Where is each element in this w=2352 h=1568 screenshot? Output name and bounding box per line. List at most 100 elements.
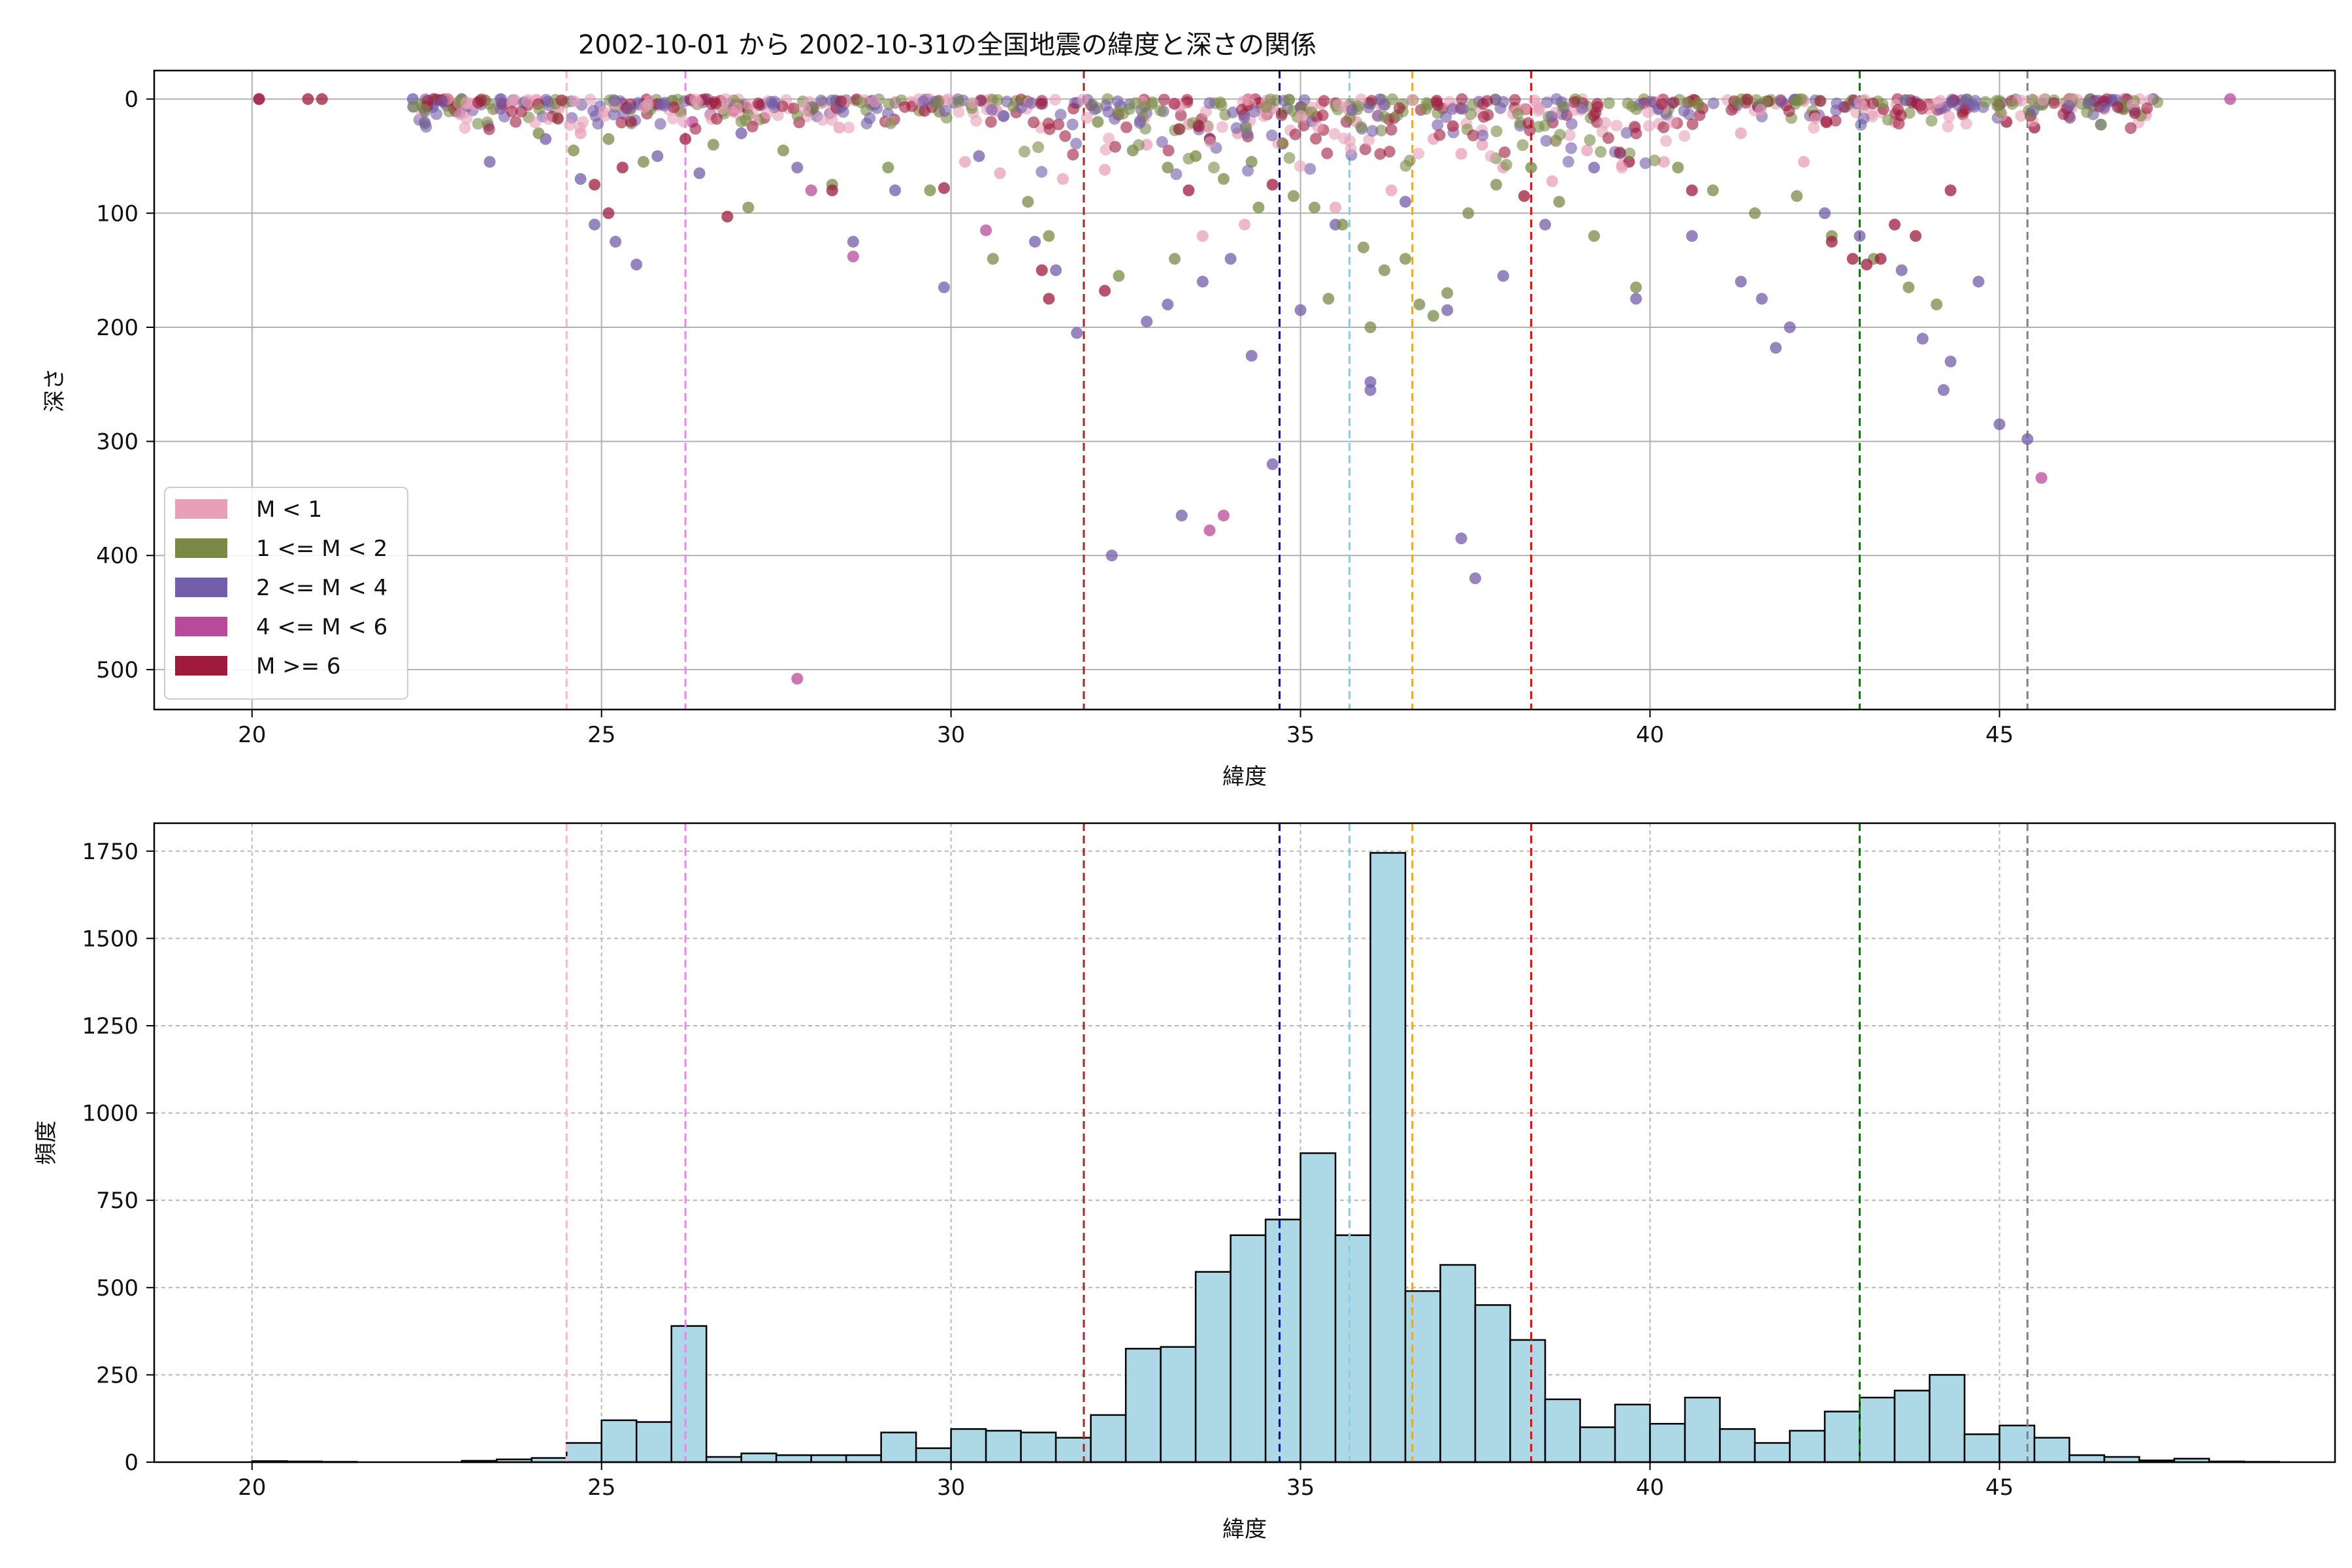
scatter-point bbox=[483, 155, 496, 168]
scatter-point bbox=[987, 253, 999, 265]
scatter-point bbox=[1581, 144, 1593, 157]
scatter-point bbox=[1784, 321, 1796, 333]
scatter-point bbox=[1120, 121, 1133, 133]
scatter-point bbox=[1025, 97, 1037, 109]
scatter-point bbox=[1602, 132, 1614, 144]
scatter-point bbox=[1308, 201, 1320, 214]
histogram-bar bbox=[2068, 1454, 2106, 1463]
scatter-point bbox=[1217, 172, 1230, 185]
scatter-point bbox=[1549, 135, 1561, 147]
scatter-point bbox=[1053, 118, 1065, 131]
scatter-point bbox=[1995, 106, 2007, 118]
scatter-point bbox=[1553, 195, 1565, 208]
scatter-point bbox=[2083, 97, 2095, 109]
scatter-point bbox=[1181, 93, 1194, 106]
scatter-point bbox=[1820, 116, 1833, 128]
scatter-point bbox=[689, 123, 702, 135]
scatter-reference-lines bbox=[565, 71, 2029, 710]
scatter-point bbox=[1100, 144, 1112, 156]
scatter-point bbox=[1217, 510, 1230, 522]
scatter-point bbox=[1378, 99, 1390, 111]
scatter-point bbox=[460, 96, 472, 108]
scatter-point bbox=[939, 105, 951, 117]
legend-label: M < 1 bbox=[256, 497, 322, 523]
histogram-bar bbox=[1859, 1396, 1896, 1463]
scatter-point bbox=[1266, 178, 1279, 191]
histogram-bar bbox=[1404, 1290, 1441, 1463]
scatter-point bbox=[602, 207, 615, 220]
scatter-y-tick-label: 400 bbox=[96, 543, 139, 569]
scatter-point bbox=[1359, 143, 1371, 155]
scatter-point bbox=[1825, 235, 1838, 248]
scatter-point bbox=[1967, 99, 1980, 111]
histogram-bar bbox=[740, 1452, 777, 1463]
scatter-point bbox=[1731, 96, 1743, 108]
scatter-point bbox=[592, 118, 604, 130]
scatter-point bbox=[761, 107, 774, 120]
scatter-point bbox=[1576, 102, 1588, 114]
histogram-y-tick-label: 1000 bbox=[82, 1101, 139, 1127]
scatter-point bbox=[1092, 116, 1104, 128]
scatter-point bbox=[997, 110, 1009, 122]
scatter-point bbox=[624, 102, 636, 114]
scatter-y-tick-label: 200 bbox=[96, 315, 139, 341]
scatter-point bbox=[1500, 159, 1512, 171]
histogram-plot-frame bbox=[153, 822, 2336, 1463]
scatter-point bbox=[1204, 136, 1217, 148]
scatter-point bbox=[1915, 99, 1927, 112]
scatter-point bbox=[994, 167, 1006, 180]
scatter-point bbox=[1019, 146, 1031, 158]
histogram-y-tick-label: 250 bbox=[96, 1362, 139, 1388]
scatter-point bbox=[919, 105, 931, 117]
scatter-point bbox=[1374, 148, 1386, 160]
scatter-point bbox=[1427, 310, 1439, 322]
scatter-point bbox=[608, 108, 620, 121]
scatter-point bbox=[1494, 102, 1507, 114]
histogram-bar bbox=[1929, 1374, 1966, 1463]
scatter-point bbox=[1383, 146, 1396, 158]
scatter-point bbox=[1252, 201, 1265, 214]
scatter-point bbox=[1620, 127, 1633, 139]
scatter-point bbox=[743, 99, 755, 112]
scatter-point bbox=[1533, 103, 1546, 115]
scatter-point bbox=[1169, 253, 1181, 265]
scatter-point bbox=[1283, 152, 1296, 164]
scatter-point bbox=[986, 104, 998, 116]
scatter-point bbox=[625, 116, 637, 128]
scatter-point bbox=[1614, 146, 1626, 159]
scatter-point bbox=[1446, 103, 1459, 115]
scatter-point bbox=[542, 113, 555, 125]
scatter-point bbox=[992, 94, 1004, 106]
histogram-ticks: 20 25 30 35 40 45 0 250 500 750 1000 1250 1500 1750 bbox=[82, 839, 2014, 1501]
scatter-point bbox=[1226, 106, 1239, 119]
scatter-point bbox=[1563, 129, 1576, 141]
scatter-point bbox=[1797, 155, 1810, 168]
scatter-point bbox=[1735, 276, 1747, 288]
scatter-point bbox=[1509, 93, 1521, 106]
scatter-point bbox=[1113, 270, 1125, 282]
scatter-point bbox=[1203, 524, 1216, 536]
scatter-point bbox=[1375, 124, 1388, 137]
scatter-point bbox=[805, 184, 817, 197]
scatter-point bbox=[1455, 532, 1467, 545]
scatter-point bbox=[1599, 117, 1611, 129]
scatter-point bbox=[494, 93, 506, 106]
scatter-point bbox=[1749, 207, 1761, 220]
scatter-point bbox=[316, 93, 328, 105]
scatter-x-tick-label: 20 bbox=[238, 722, 266, 748]
scatter-point bbox=[1071, 327, 1083, 339]
scatter-point bbox=[510, 116, 522, 128]
scatter-point bbox=[1499, 146, 1511, 159]
scatter-point bbox=[1070, 137, 1083, 150]
scatter-point bbox=[1595, 146, 1607, 158]
scatter-point bbox=[1467, 129, 1479, 142]
scatter-point bbox=[1117, 108, 1129, 120]
scatter-point bbox=[1686, 118, 1699, 130]
scatter-point bbox=[1196, 276, 1209, 288]
scatter-point bbox=[833, 122, 845, 134]
scatter-point bbox=[567, 144, 580, 157]
scatter-point bbox=[1916, 333, 1929, 345]
scatter-point bbox=[924, 184, 936, 197]
scatter-point bbox=[1162, 299, 1174, 311]
histogram-bar bbox=[1614, 1403, 1651, 1463]
